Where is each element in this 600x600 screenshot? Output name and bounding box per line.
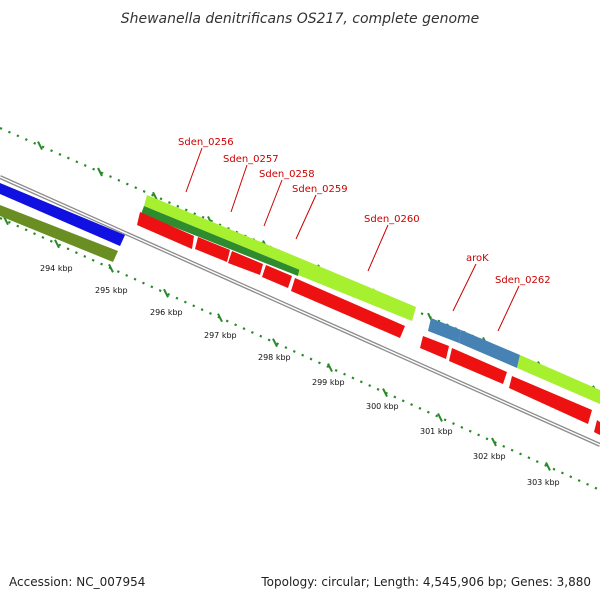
- gene-sden-0256-cds[interactable]: [144, 195, 302, 270]
- inner-major-tick: [545, 461, 551, 471]
- inner-major-tick: [54, 239, 60, 249]
- inner-major-tick: [382, 388, 388, 397]
- tick-label: 299 kbp: [312, 378, 345, 387]
- tick-label: 302 kbp: [473, 452, 506, 461]
- inner-major-tick: [3, 216, 9, 226]
- inner-major-tick: [491, 437, 497, 447]
- gene-label-sden-0256[interactable]: Sden_0256: [178, 137, 234, 148]
- gene-arok-cds-2[interactable]: [459, 330, 520, 368]
- gene-sden-0258-red[interactable]: [228, 251, 263, 275]
- gene-next-red[interactable]: [594, 420, 600, 435]
- gene-label-sden-0257[interactable]: Sden_0257: [223, 154, 279, 165]
- inner-major-tick: [108, 263, 114, 273]
- reverse-strand-features: [137, 212, 600, 435]
- forward-strand-features: [0, 183, 600, 404]
- gene-label-sden-0260[interactable]: Sden_0260: [364, 214, 420, 225]
- inner-major-tick: [217, 313, 223, 323]
- gene-label-arok[interactable]: aroK: [466, 253, 489, 264]
- inner-major-tick: [163, 288, 169, 298]
- tick-label: 297 kbp: [204, 331, 237, 340]
- genome-backbone: [0, 175, 600, 447]
- gene-arok-cds[interactable]: [428, 318, 461, 343]
- gene-labels: Sden_0256 Sden_0257 Sden_0258 Sden_0259 …: [178, 137, 551, 286]
- tick-label-group: 294 kbp 295 kbp 296 kbp 297 kbp 298 kbp 299 k…: [40, 264, 560, 487]
- inner-tick-ruler: 294 kbp 295 kbp 296 kbp 297 kbp 298 kbp 299 k…: [0, 216, 600, 492]
- tick-label: 295 kbp: [95, 286, 128, 295]
- gene-blue-cds[interactable]: [0, 183, 125, 246]
- gene-arok-red[interactable]: [420, 336, 449, 359]
- tick-label: 298 kbp: [258, 353, 291, 362]
- tick-label: 296 kbp: [150, 308, 183, 317]
- tick-label: 300 kbp: [366, 402, 399, 411]
- inner-major-tick: [437, 413, 443, 422]
- outer-major-tick: [97, 167, 103, 177]
- inner-major-tick: [327, 363, 333, 373]
- gene-label-leaders: [185, 147, 520, 332]
- genome-summary-text: Topology: circular; Length: 4,545,906 bp…: [260, 575, 591, 589]
- gene-sden-0257-red[interactable]: [195, 237, 230, 262]
- gene-label-sden-0259[interactable]: Sden_0259: [292, 184, 348, 195]
- gene-sden-0260-cds[interactable]: [298, 259, 416, 321]
- tick-label: 294 kbp: [40, 264, 73, 273]
- tick-label: 301 kbp: [420, 427, 453, 436]
- gene-sden-0262-cds[interactable]: [517, 355, 600, 404]
- tick-label: 303 kbp: [527, 478, 560, 487]
- inner-major-tick: [272, 338, 278, 348]
- gene-sden-0259-red[interactable]: [262, 265, 292, 288]
- gene-sden-0257-cds[interactable]: [141, 206, 300, 276]
- gene-sden-0260-red[interactable]: [291, 278, 405, 338]
- gene-olive-cds[interactable]: [0, 205, 118, 262]
- map-title: Shewanella denitrificans OS217, complete…: [121, 11, 480, 27]
- outer-major-tick: [37, 141, 43, 151]
- gene-sden-0262-red[interactable]: [509, 376, 592, 424]
- gene-label-sden-0262[interactable]: Sden_0262: [495, 275, 551, 286]
- accession-text: Accession: NC_007954: [9, 575, 145, 589]
- gene-arok-red-2[interactable]: [449, 348, 507, 384]
- inner-major-ticks: [3, 216, 551, 471]
- gene-label-sden-0258[interactable]: Sden_0258: [259, 169, 315, 180]
- gene-sden-0256-red[interactable]: [137, 212, 194, 249]
